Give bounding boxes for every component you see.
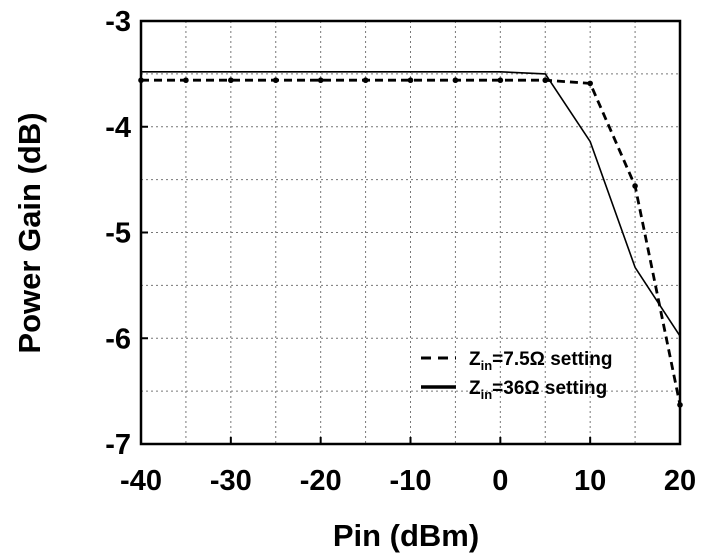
tick-labels: -40 -30 -20 -10 0 10 20 -3 -4 -5 -6 -7: [105, 6, 696, 497]
series-1-point: [183, 77, 189, 84]
series-1-point: [317, 77, 324, 84]
legend-label-2: Zin=36Ω setting: [469, 378, 607, 402]
y-tick-label: -5: [105, 218, 131, 250]
series-1-point: [587, 80, 593, 87]
series-1-point: [362, 77, 369, 84]
x-tick-label: -40: [120, 465, 162, 497]
y-tick-label: -7: [105, 429, 131, 461]
series-line-2: [141, 71, 681, 337]
series-1-point: [272, 77, 279, 84]
series-1-point: [452, 77, 459, 84]
series-1-point: [497, 77, 504, 84]
series-1-point: [407, 77, 414, 84]
y-axis-label: Power Gain (dB): [12, 112, 47, 353]
series-1-point: [542, 77, 549, 84]
series-1-point: [228, 77, 234, 84]
x-tick-label: 20: [664, 465, 696, 497]
x-tick-label: -30: [210, 465, 252, 497]
grid: [141, 21, 680, 444]
x-tick-label: -10: [390, 465, 432, 497]
y-tick-label: -3: [105, 6, 131, 38]
y-tick-label: -6: [105, 323, 131, 355]
x-tick-label: 10: [574, 465, 606, 497]
y-tick-label: -4: [105, 112, 131, 144]
legend-label-1: Zin=7.5Ω setting: [469, 349, 612, 373]
x-tick-label: -20: [300, 465, 342, 497]
series-layer: [138, 71, 683, 408]
legend: Zin=7.5Ω setting Zin=36Ω setting: [421, 349, 612, 402]
x-tick-label: 0: [492, 465, 508, 497]
series-1-point: [632, 183, 638, 189]
x-axis-label: Pin (dBm): [333, 518, 479, 553]
